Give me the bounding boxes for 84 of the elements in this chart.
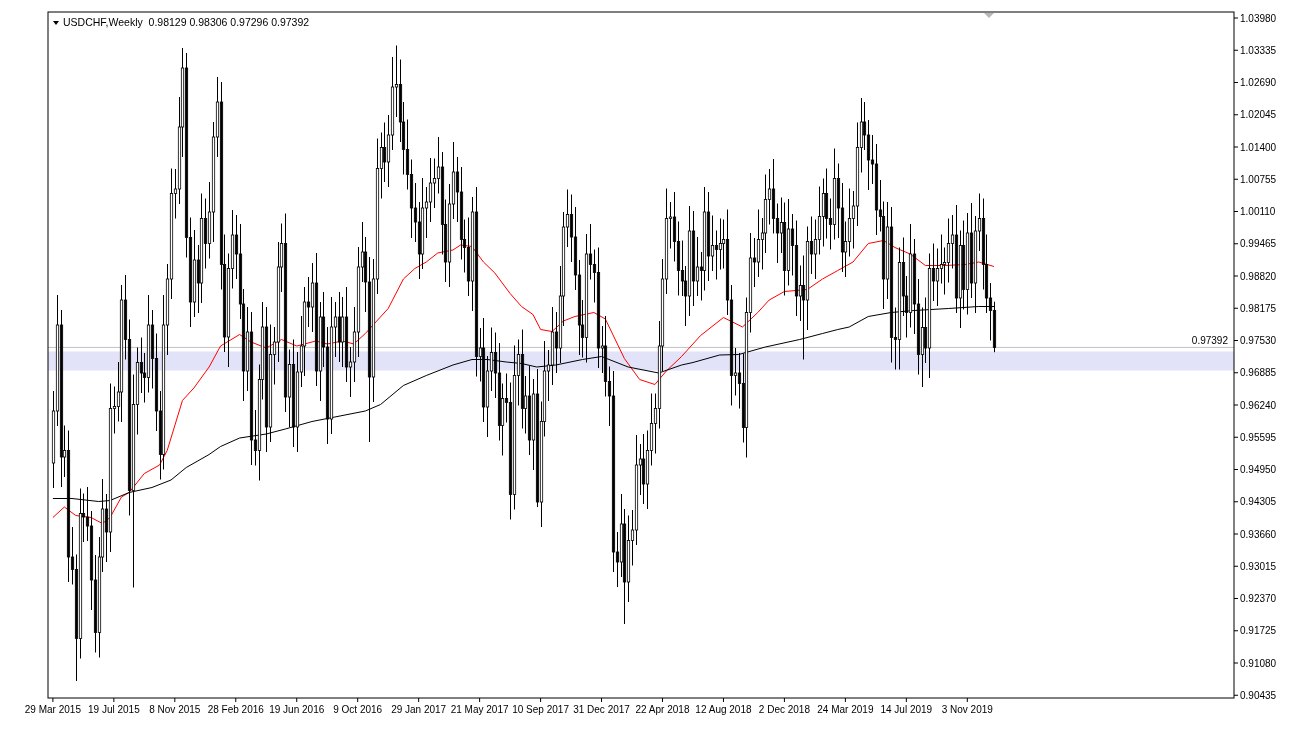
candlestick	[805, 226, 810, 331]
candlestick	[687, 205, 692, 317]
x-tick-label: 31 Dec 2017	[573, 704, 631, 715]
y-tick-label: 1.03980	[1240, 12, 1277, 24]
y-tick-label: 0.96885	[1240, 367, 1277, 379]
candlestick	[710, 215, 715, 272]
x-tick-label: 22 Apr 2018	[635, 704, 690, 715]
x-tick-label: 29 Mar 2015	[24, 704, 82, 715]
x-tick-label: 21 May 2017	[450, 704, 509, 715]
candlestick	[611, 370, 616, 573]
candlestick	[634, 434, 639, 546]
y-tick-label: 1.00110	[1240, 206, 1276, 217]
candlestick	[268, 324, 273, 443]
x-tick-label: 29 Jan 2017	[391, 704, 447, 715]
candlestick	[866, 119, 871, 191]
x-tick-label: 8 Nov 2015	[149, 704, 201, 715]
candlestick	[786, 198, 791, 286]
x-tick-label: 28 Feb 2016	[207, 704, 265, 715]
y-tick-label: 0.95595	[1240, 431, 1277, 443]
x-tick-label: 9 Oct 2016	[333, 704, 383, 715]
x-tick-label: 19 Jun 2016	[269, 704, 325, 715]
candlestick	[813, 219, 818, 280]
y-tick-label: 0.92370	[1240, 593, 1277, 604]
candlestick	[771, 158, 776, 234]
candlestick	[691, 210, 696, 307]
ref-line-label: 0.97392	[1191, 335, 1229, 347]
x-tick-label: 14 Jul 2019	[880, 704, 933, 715]
candlestick	[340, 296, 345, 368]
y-tick-label: 0.99465	[1240, 238, 1277, 250]
candlestick	[314, 252, 319, 387]
candlestick	[794, 220, 799, 317]
y-tick-label: 0.94950	[1240, 464, 1277, 475]
y-tick-label: 0.90435	[1240, 689, 1277, 701]
candlestick	[756, 209, 761, 278]
candlestick	[146, 294, 151, 393]
candlestick	[832, 148, 837, 240]
y-tick-label: 0.93660	[1240, 528, 1277, 540]
candlestick	[855, 122, 860, 227]
y-tick-label: 0.91080	[1240, 657, 1277, 669]
candlestick	[782, 202, 787, 296]
y-tick-label: 0.91725	[1240, 625, 1277, 637]
y-tick-label: 1.00755	[1240, 173, 1277, 185]
x-tick-label: 19 Jul 2015	[88, 704, 141, 715]
y-tick-label: 0.96240	[1240, 399, 1277, 411]
candlestick	[706, 191, 711, 282]
y-tick-label: 1.02045	[1240, 109, 1277, 121]
candlestick	[718, 218, 723, 270]
y-tick-label: 1.02690	[1240, 77, 1277, 88]
y-tick-label: 0.93015	[1240, 560, 1277, 572]
candlestick	[192, 229, 197, 318]
y-tick-label: 1.03335	[1240, 44, 1277, 56]
candlestick	[481, 317, 486, 423]
candlestick	[641, 433, 646, 505]
candlestick	[337, 291, 342, 363]
candlestick	[249, 311, 254, 466]
candlestick	[969, 202, 974, 299]
candlestick	[59, 309, 64, 488]
candlestick	[291, 339, 296, 448]
y-tick-label: 0.97530	[1240, 335, 1277, 346]
candlestick	[283, 213, 288, 413]
x-tick-label: 3 Nov 2019	[941, 704, 994, 715]
x-tick-label: 2 Dec 2018	[758, 704, 811, 715]
candlestick	[847, 188, 852, 257]
y-tick-label: 0.98175	[1240, 302, 1277, 314]
candlestick	[946, 218, 951, 283]
y-tick-label: 0.94305	[1240, 496, 1277, 508]
chart-title: USDCHF,Weekly 0.98129 0.98306 0.97296 0.97392	[63, 16, 310, 28]
candlestick	[603, 315, 608, 397]
x-tick-label: 12 Aug 2018	[695, 704, 752, 715]
candlestick	[817, 186, 822, 255]
y-tick-label: 0.98820	[1240, 270, 1277, 282]
y-tick-label: 1.01400	[1240, 141, 1277, 153]
candlestick	[714, 230, 719, 280]
candlestick	[428, 157, 433, 223]
candlestick	[874, 143, 879, 236]
x-tick-label: 10 Sep 2017	[512, 704, 570, 715]
candlestick	[432, 158, 437, 209]
candlestick	[119, 284, 124, 423]
candlestick	[626, 515, 631, 603]
candlestick	[935, 248, 940, 307]
x-tick-label: 24 Mar 2019	[817, 704, 874, 715]
candlestick	[344, 286, 349, 383]
candlestick	[527, 365, 532, 456]
candlestick	[840, 182, 845, 273]
